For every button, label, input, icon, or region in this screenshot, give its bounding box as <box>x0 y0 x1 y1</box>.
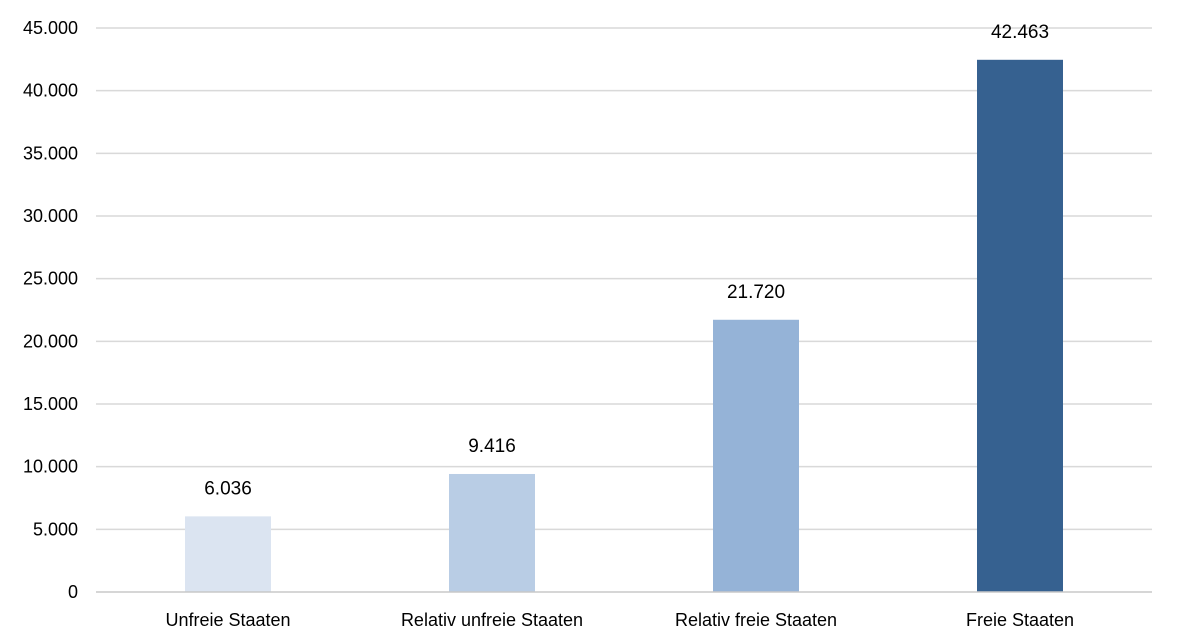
data-labels: 6.036 9.416 21.720 42.463 <box>204 22 1049 500</box>
x-tick-label: Freie Staaten <box>966 610 1074 630</box>
bars <box>185 59 1063 593</box>
y-tick-label: 5.000 <box>33 519 78 539</box>
y-tick-label: 40.000 <box>23 81 78 101</box>
data-label: 9.416 <box>468 436 516 457</box>
bar <box>977 59 1063 593</box>
y-tick-label: 30.000 <box>23 206 78 226</box>
y-tick-label: 25.000 <box>23 269 78 289</box>
bar <box>449 473 535 592</box>
y-tick-label: 10.000 <box>23 457 78 477</box>
data-label: 42.463 <box>991 22 1049 43</box>
x-tick-label: Relativ unfreie Staaten <box>401 610 583 630</box>
y-tick-label: 20.000 <box>23 331 78 351</box>
y-tick-label: 0 <box>68 582 78 602</box>
bar <box>185 516 271 592</box>
y-tick-label: 45.000 <box>23 18 78 38</box>
bar <box>713 319 799 592</box>
data-label: 21.720 <box>727 282 785 303</box>
y-tick-label: 15.000 <box>23 394 78 414</box>
x-axis: Unfreie Staaten Relativ unfreie Staaten Re… <box>96 591 1152 630</box>
gridlines <box>96 27 1152 531</box>
x-tick-label: Unfreie Staaten <box>165 610 290 630</box>
data-label: 6.036 <box>204 478 252 499</box>
x-tick-label: Relativ freie Staaten <box>675 610 837 630</box>
y-tick-label: 35.000 <box>23 143 78 163</box>
y-axis: 0 5.000 10.000 15.000 20.000 25.000 30.000 35.0… <box>23 18 78 602</box>
